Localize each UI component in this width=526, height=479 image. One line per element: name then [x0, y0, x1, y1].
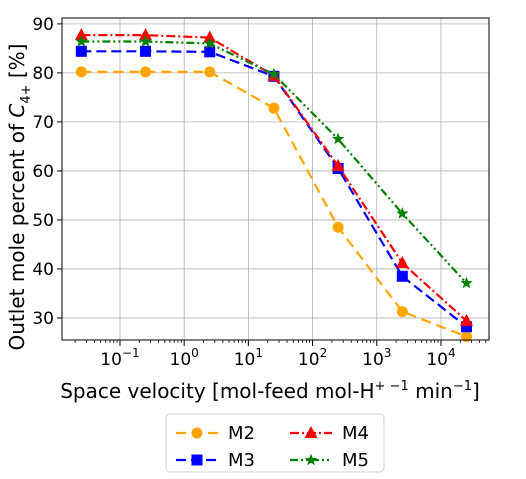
series-m5	[75, 35, 473, 289]
x-tick-label: 100	[170, 346, 199, 370]
data-point	[267, 67, 281, 80]
x-tick-label: 103	[362, 346, 391, 370]
data-point	[139, 28, 153, 41]
x-tick-label: 102	[298, 346, 327, 370]
data-point	[460, 313, 474, 326]
data-point	[203, 36, 216, 49]
legend-label: M2	[228, 423, 255, 444]
series-m3	[75, 45, 473, 333]
data-point	[268, 102, 280, 114]
y-tick-label: 40	[32, 260, 54, 280]
legend-marker	[191, 427, 203, 439]
series-line	[81, 50, 468, 328]
data-point	[331, 159, 345, 172]
y-tick-label: 80	[32, 64, 54, 84]
data-point	[396, 270, 408, 282]
x-tick-label: 104	[426, 346, 455, 370]
legend-marker	[304, 453, 318, 466]
legend: M2 M3 M4 M5	[165, 413, 385, 473]
y-tick-label: 50	[32, 211, 54, 231]
y-axis-label: Outlet mole percent of C4+ [%]	[5, 44, 34, 351]
legend-entry-m3: M3	[176, 450, 255, 471]
legend-entry-m4: M4	[290, 423, 369, 444]
data-point	[395, 256, 409, 269]
legend-marker	[304, 426, 318, 438]
plot-frame	[61, 17, 490, 341]
data-point	[396, 207, 409, 219]
data-point	[204, 66, 216, 78]
legend-label: M3	[228, 450, 255, 471]
data-point	[396, 306, 408, 318]
data-point	[140, 66, 152, 78]
data-point	[332, 221, 344, 233]
data-point	[75, 45, 87, 57]
data-point	[140, 45, 152, 57]
axis-ticks: 30 40 50 60 70 80 90 10−1 100 101 102 103 104	[32, 15, 487, 370]
data-point	[139, 35, 152, 47]
data-point	[204, 46, 216, 58]
data-point	[75, 35, 88, 47]
series-layer	[74, 28, 474, 343]
legend-entry-m5: M5	[290, 450, 369, 471]
y-tick-label: 30	[32, 309, 54, 329]
data-point	[331, 132, 345, 145]
legend-label: M4	[342, 423, 369, 444]
y-tick-label: 70	[32, 113, 54, 133]
legend-label: M5	[342, 450, 369, 471]
y-tick-label: 90	[32, 15, 54, 35]
data-point	[461, 331, 473, 343]
grid	[62, 18, 489, 340]
data-point	[203, 30, 217, 43]
x-tick-label: 101	[234, 346, 263, 370]
legend-entry-m2: M2	[176, 423, 255, 444]
y-tick-label: 60	[32, 162, 54, 182]
data-point	[461, 321, 473, 333]
data-point	[75, 66, 87, 78]
legend-marker	[191, 454, 203, 466]
x-axis-label: Space velocity [mol-feed mol-H+ −1 min−1…	[60, 379, 480, 403]
data-point	[460, 276, 473, 289]
data-point	[74, 28, 88, 41]
x-tick-label: 10−1	[100, 346, 139, 370]
series-m2	[75, 66, 473, 343]
